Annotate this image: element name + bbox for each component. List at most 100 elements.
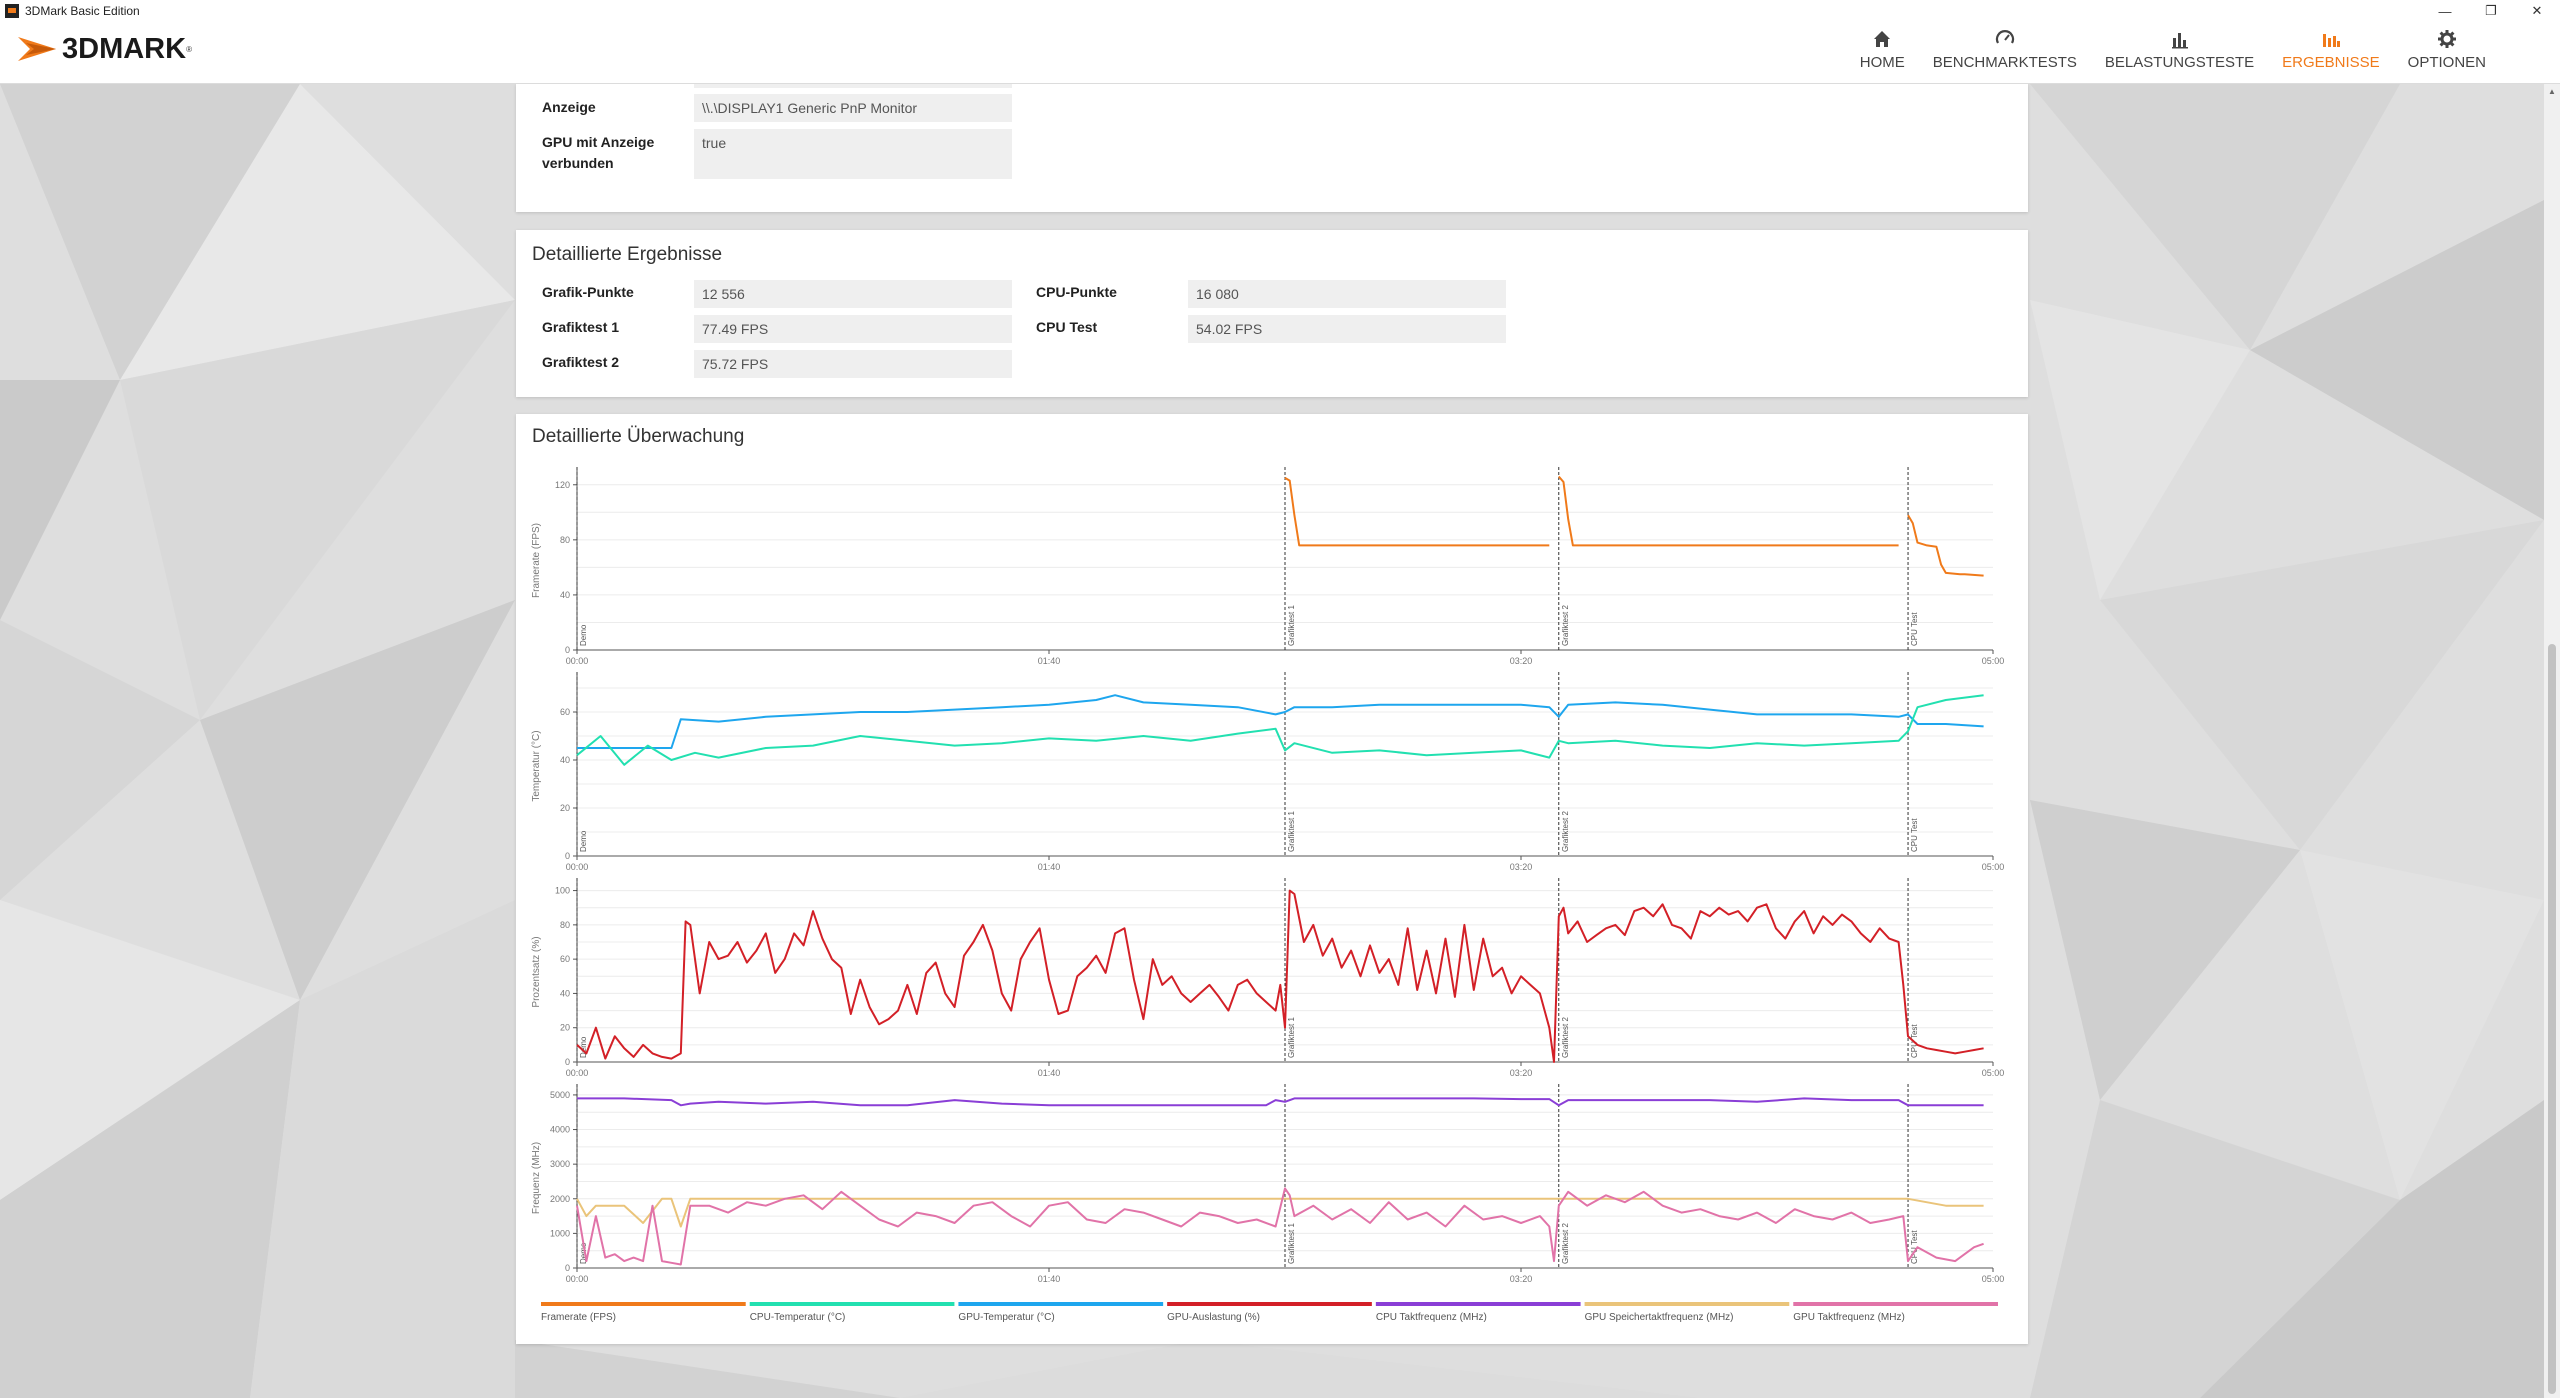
graphics-test-2-value: 75.72 FPS	[694, 350, 1012, 378]
x-tick-label: 03:20	[1510, 656, 1533, 666]
panel-title: Detaillierte Überwachung	[532, 426, 745, 447]
marker-label: CPU Test	[1910, 1024, 1919, 1058]
display-label: Anzeige	[542, 99, 596, 115]
y-tick-label: 80	[560, 920, 570, 930]
logo-icon	[18, 37, 56, 61]
x-tick-label: 01:40	[1038, 1274, 1061, 1284]
y-tick-label: 40	[560, 988, 570, 998]
y-axis-label: Prozentsatz (%)	[531, 936, 542, 1007]
close-button[interactable]: ✕	[2531, 3, 2543, 18]
x-tick-label: 05:00	[1982, 1068, 2005, 1078]
nav-stress-tests[interactable]: BELASTUNGSTESTE	[2091, 22, 2268, 84]
x-tick-label: 01:40	[1038, 862, 1061, 872]
x-tick-label: 03:20	[1510, 1068, 1533, 1078]
x-tick-label: 00:00	[566, 862, 589, 872]
graphics-test-1-value: 77.49 FPS	[694, 315, 1012, 343]
nav-benchmarks-label: BENCHMARKTESTS	[1932, 54, 2077, 71]
nav-home-label: HOME	[1859, 54, 1905, 71]
series-line-gpu_temp	[577, 694, 1984, 749]
series-line-gpu_mem_clock	[576, 1197, 1984, 1228]
legend-swatch	[958, 1302, 1164, 1306]
x-tick-label: 05:00	[1982, 1274, 2005, 1284]
y-tick-label: 3000	[550, 1159, 570, 1169]
nav-results[interactable]: ERGEBNISSE	[2268, 22, 2394, 84]
y-tick-label: 5000	[550, 1090, 570, 1100]
app-header: 3DMARK ® HOME BENCHMARKTESTS BELASTUNGSTE…	[0, 22, 2560, 84]
legend-label: GPU-Auslastung (%)	[1167, 1312, 1260, 1323]
field-box-partial	[694, 84, 1012, 88]
marker-label: Grafiktest 2	[1561, 1017, 1570, 1058]
x-tick-label: 00:00	[566, 1068, 589, 1078]
series-line-cpu_temp	[576, 694, 1984, 766]
marker-label: Demo	[579, 624, 588, 646]
x-tick-label: 00:00	[566, 1274, 589, 1284]
y-tick-label: 4000	[550, 1125, 570, 1135]
legend-swatch	[1375, 1302, 1581, 1306]
graphics-test-1-label: Grafiktest 1	[542, 319, 620, 335]
x-tick-label: 00:00	[566, 656, 589, 666]
nav-benchmarks[interactable]: BENCHMARKTESTS	[1919, 22, 2091, 84]
cpu-test-value: 54.02 FPS	[1188, 315, 1506, 343]
y-axis-label: Temperatur (°C)	[531, 730, 542, 801]
nav-results-label: ERGEBNISSE	[2282, 54, 2380, 71]
legend-swatch	[1167, 1302, 1372, 1306]
cpu-score-value: 16 080	[1188, 280, 1506, 308]
gear-icon	[2437, 30, 2456, 48]
marker-label: Grafiktest 1	[1287, 811, 1296, 852]
legend-swatch	[1793, 1302, 1998, 1306]
window-title: 3DMark Basic Edition	[25, 4, 140, 18]
x-tick-label: 01:40	[1038, 656, 1061, 666]
nav-home[interactable]: HOME	[1846, 22, 1919, 84]
panel-title: Detaillierte Ergebnisse	[532, 244, 723, 265]
y-axis-label: Framerate (FPS)	[531, 523, 542, 598]
main-nav: HOME BENCHMARKTESTS BELASTUNGSTESTE ERGE…	[1846, 22, 2500, 84]
legend-label: CPU Taktfrequenz (MHz)	[1376, 1312, 1487, 1323]
home-icon	[1874, 31, 1891, 47]
legend-label: CPU-Temperatur (°C)	[750, 1312, 846, 1323]
series-line-cpu_clock	[577, 1097, 1984, 1107]
bar-chart-icon	[2171, 33, 2188, 49]
graphics-score-value: 12 556	[694, 280, 1012, 308]
detailed-monitoring-panel: Detaillierte Überwachung	[516, 414, 2028, 1344]
series-line-gpu_load	[576, 889, 1984, 1063]
marker-label: Grafiktest 2	[1561, 1223, 1570, 1264]
minimize-button[interactable]: —	[2438, 3, 2452, 19]
y-tick-label: 120	[555, 480, 570, 490]
x-tick-label: 01:40	[1038, 1068, 1061, 1078]
chart-panel-4: 0 1000 2000 3000 4000 5000 Frequenz (MHz) 00:00…	[531, 1084, 2004, 1284]
logo[interactable]: 3DMARK ®	[16, 31, 192, 67]
y-tick-label: 40	[560, 590, 570, 600]
series-line-framerate	[1907, 514, 1984, 577]
window-controls: — ❐ ✕	[2422, 0, 2560, 22]
scroll-up-icon[interactable]: ▲	[2548, 87, 2556, 96]
system-info-panel: Anzeige \\.\DISPLAY1 Generic PnP Monitor…	[516, 84, 2028, 212]
y-tick-label: 40	[560, 755, 570, 765]
y-tick-label: 0	[565, 645, 570, 655]
restore-button[interactable]: ❐	[2485, 3, 2497, 18]
marker-label: CPU Test	[1910, 612, 1919, 646]
y-tick-label: 1000	[550, 1228, 570, 1238]
marker-label: Grafiktest 2	[1561, 605, 1570, 646]
x-tick-label: 03:20	[1510, 1274, 1533, 1284]
marker-label: CPU Test	[1910, 818, 1919, 852]
y-tick-label: 0	[565, 1263, 570, 1273]
gpu-display-value: true	[694, 129, 1012, 179]
chart-legend: Framerate (FPS) CPU-Temperatur (°C) GPU-Te…	[541, 1302, 1998, 1323]
legend-label: Framerate (FPS)	[541, 1312, 616, 1323]
marker-label: Demo	[579, 1242, 588, 1264]
series-line-framerate	[1284, 477, 1550, 547]
detailed-results-panel: Detaillierte Ergebnisse Grafik-Punkte 12…	[516, 230, 2028, 397]
x-tick-label: 05:00	[1982, 656, 2005, 666]
gpu-display-label: GPU mit Anzeige verbunden	[542, 134, 655, 171]
graphics-test-2-label: Grafiktest 2	[542, 354, 620, 370]
scroll-thumb[interactable]	[2548, 644, 2556, 1394]
chart-panel-3: 0 20 40 60 80 100 Prozentsatz (%) 00:00 01:40 03:…	[531, 878, 2004, 1078]
marker-label: Demo	[579, 830, 588, 852]
nav-options[interactable]: OPTIONEN	[2394, 22, 2500, 84]
bar-chart-icon	[2322, 34, 2340, 47]
y-tick-label: 80	[560, 535, 570, 545]
registered-mark: ®	[186, 44, 192, 54]
page-scrollbar[interactable]: ▲	[2544, 84, 2560, 1398]
chart-panel-2: 0 20 40 60 Temperatur (°C) 00:00 01:40 03:20 05:…	[531, 672, 2004, 872]
